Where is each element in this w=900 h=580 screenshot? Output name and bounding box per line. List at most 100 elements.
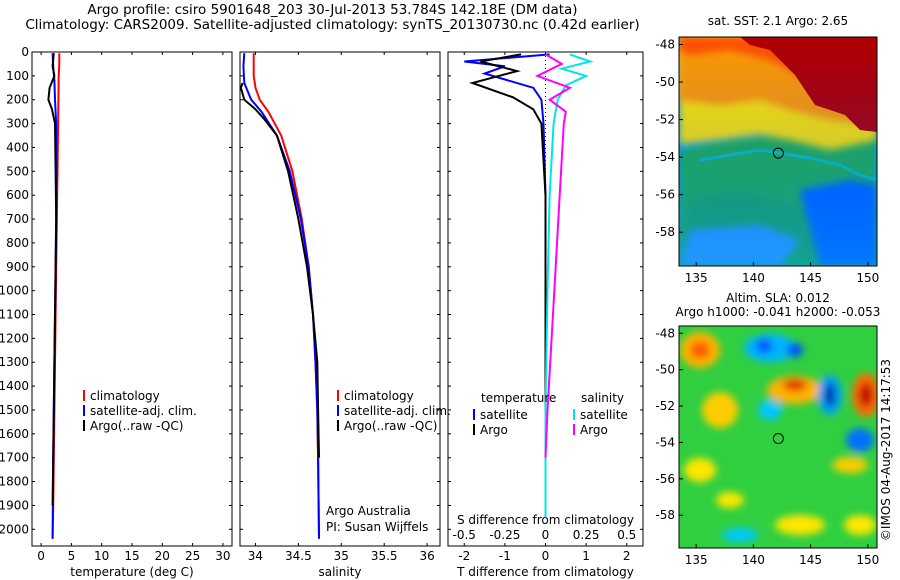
temperature-axes-box [31, 51, 233, 547]
legend-item-label: satellite [480, 408, 528, 422]
depth-tick-label: 600 [6, 188, 29, 202]
salinity-panel: 34 34.5 35 35.5 36 salinity climatologysatelli… [239, 51, 451, 579]
depth-tick-label: 1800 [0, 475, 29, 489]
sst-map-lat-label: -52 [655, 113, 675, 127]
depth-tick-label: 1700 [0, 451, 29, 465]
sla-map-lon-label: 145 [799, 553, 822, 567]
depth-tick-label: 1200 [0, 331, 29, 345]
salinity-axes-box [239, 51, 441, 547]
sst-map-lat-label: -54 [655, 150, 675, 164]
depth-tick-label: 1300 [0, 355, 29, 369]
salinity-diff-tick-label: 0 [542, 528, 550, 542]
argo-position-marker [772, 147, 784, 159]
temperature-legend-label: satellite-adj. clim. [90, 404, 197, 418]
sst-map-lat-label: -56 [655, 188, 675, 202]
salinity-series-argo-raw-qc- [239, 82, 320, 458]
sla-map-title-line1: Altim. SLA: 0.012 [726, 291, 830, 305]
sla-map-lon-label: 140 [742, 553, 765, 567]
difference-series-t-satellite [464, 53, 550, 518]
temperature-x-tick-label: 15 [124, 549, 139, 563]
sst-map-frame [678, 36, 878, 267]
sst-map-lon-label: 140 [742, 271, 765, 285]
sst-map-lat-label: -58 [655, 225, 675, 239]
depth-tick-label: 500 [6, 164, 29, 178]
temperature-legend-label: Argo(..raw -QC) [90, 419, 183, 433]
depth-tick-label: 2000 [0, 522, 29, 536]
salinity-x-tick-label: 35.5 [371, 549, 398, 563]
salinity-legend-label: climatology [344, 389, 414, 403]
difference-x-tick-label: 2 [623, 549, 631, 563]
credit-line2: PI: Susan Wijffels [326, 520, 428, 534]
difference-series-t-argo [469, 53, 547, 494]
sla-map: 135 140 145 150 -48 -50 -52 -54 -56 -58 Altim. SLA… [655, 291, 880, 567]
difference-x-tick-label: -1 [499, 549, 511, 563]
salinity-diff-tick-label: 0.25 [573, 528, 600, 542]
difference-x-tick-label: 1 [582, 549, 590, 563]
sla-map-lat-label: -48 [655, 326, 675, 340]
legend-item-label: satellite [580, 408, 628, 422]
temperature-x-tick-label: 5 [68, 549, 76, 563]
depth-tick-label: 1400 [0, 379, 29, 393]
sla-map-title-line2: Argo h1000: -0.041 h2000: -0.053 [676, 305, 881, 319]
temperature-xlabel: temperature (deg C) [70, 565, 193, 579]
sla-map-lat-label: -52 [655, 399, 675, 413]
sst-map-lon-label: 150 [856, 271, 879, 285]
salinity-diff-xlabel: S difference from climatology [457, 513, 634, 527]
difference-series-s-argo [534, 53, 573, 458]
sla-map-image [679, 326, 877, 548]
salinity-legend-label: satellite-adj. clim. [344, 404, 451, 418]
difference-panel: -2 -1 0 1 2 T difference from climatology -0.5… [447, 51, 644, 579]
salinity-diff-tick-label: -0.5 [453, 528, 476, 542]
argo-position-marker [772, 433, 784, 445]
depth-tick-label: 100 [6, 69, 29, 83]
depth-tick-label: 200 [6, 93, 29, 107]
imos-watermark: ©IMOS 04-Aug-2017 14:17:53 [879, 359, 893, 541]
sla-map-lon-label: 150 [856, 553, 879, 567]
sla-map-lat-label: -58 [655, 508, 675, 522]
depth-tick-label: 1600 [0, 427, 29, 441]
salinity-diff-tick-label: -0.25 [489, 528, 520, 542]
legend-group-title: temperature [481, 391, 556, 405]
sst-map: 135 140 145 150 -48 -50 -52 -54 -56 -58 sat. SST: … [655, 14, 879, 285]
difference-series-s-satellite [544, 53, 594, 518]
sla-map-lat-label: -56 [655, 472, 675, 486]
salinity-x-tick-label: 35 [334, 549, 349, 563]
temperature-legend-label: climatology [90, 389, 160, 403]
figure-title-line1: Argo profile: csiro 5901648_203 30-Jul-2… [87, 2, 578, 18]
depth-tick-label: 400 [6, 140, 29, 154]
credit-line1: Argo Australia [326, 504, 411, 518]
salinity-diff-tick-label: 0.5 [617, 528, 636, 542]
salinity-x-tick-label: 34.5 [285, 549, 312, 563]
legend-item-label: Argo [580, 423, 608, 437]
temperature-x-tick-label: 20 [155, 549, 170, 563]
salinity-xlabel: salinity [318, 565, 361, 579]
salinity-x-tick-label: 34 [248, 549, 263, 563]
depth-tick-label: 0 [21, 45, 29, 59]
sst-map-image [679, 37, 877, 266]
temperature-x-tick-label: 25 [185, 549, 200, 563]
depth-tick-label: 1900 [0, 498, 29, 512]
depth-tick-label: 900 [6, 260, 29, 274]
salinity-x-tick-label: 36 [419, 549, 434, 563]
sst-map-lat-label: -48 [655, 38, 675, 52]
figure-title-line2: Climatology: CARS2009. Satellite-adjuste… [25, 17, 640, 33]
depth-tick-label: 1000 [0, 284, 29, 298]
sla-map-lat-label: -54 [655, 435, 675, 449]
salinity-series-climatology [252, 53, 320, 539]
sst-map-title: sat. SST: 2.1 Argo: 2.65 [708, 14, 848, 28]
legend-item-label: Argo [480, 423, 508, 437]
depth-tick-label: 300 [6, 117, 29, 131]
temperature-x-tick-label: 0 [37, 549, 45, 563]
depth-tick-label: 1100 [0, 308, 29, 322]
temperature-x-tick-label: 30 [215, 549, 230, 563]
sst-map-lon-label: 135 [685, 271, 708, 285]
legend-group-title: salinity [581, 391, 624, 405]
temperature-series-argo-raw-qc- [47, 53, 58, 506]
salinity-legend-label: Argo(..raw -QC) [344, 419, 437, 433]
salinity-series-satellite-adj-clim- [242, 53, 320, 539]
sst-map-lat-label: -50 [655, 75, 675, 89]
difference-x-tick-label: 0 [542, 549, 550, 563]
sla-map-frame [678, 325, 878, 549]
depth-tick-label: 1500 [0, 403, 29, 417]
depth-tick-label: 800 [6, 236, 29, 250]
